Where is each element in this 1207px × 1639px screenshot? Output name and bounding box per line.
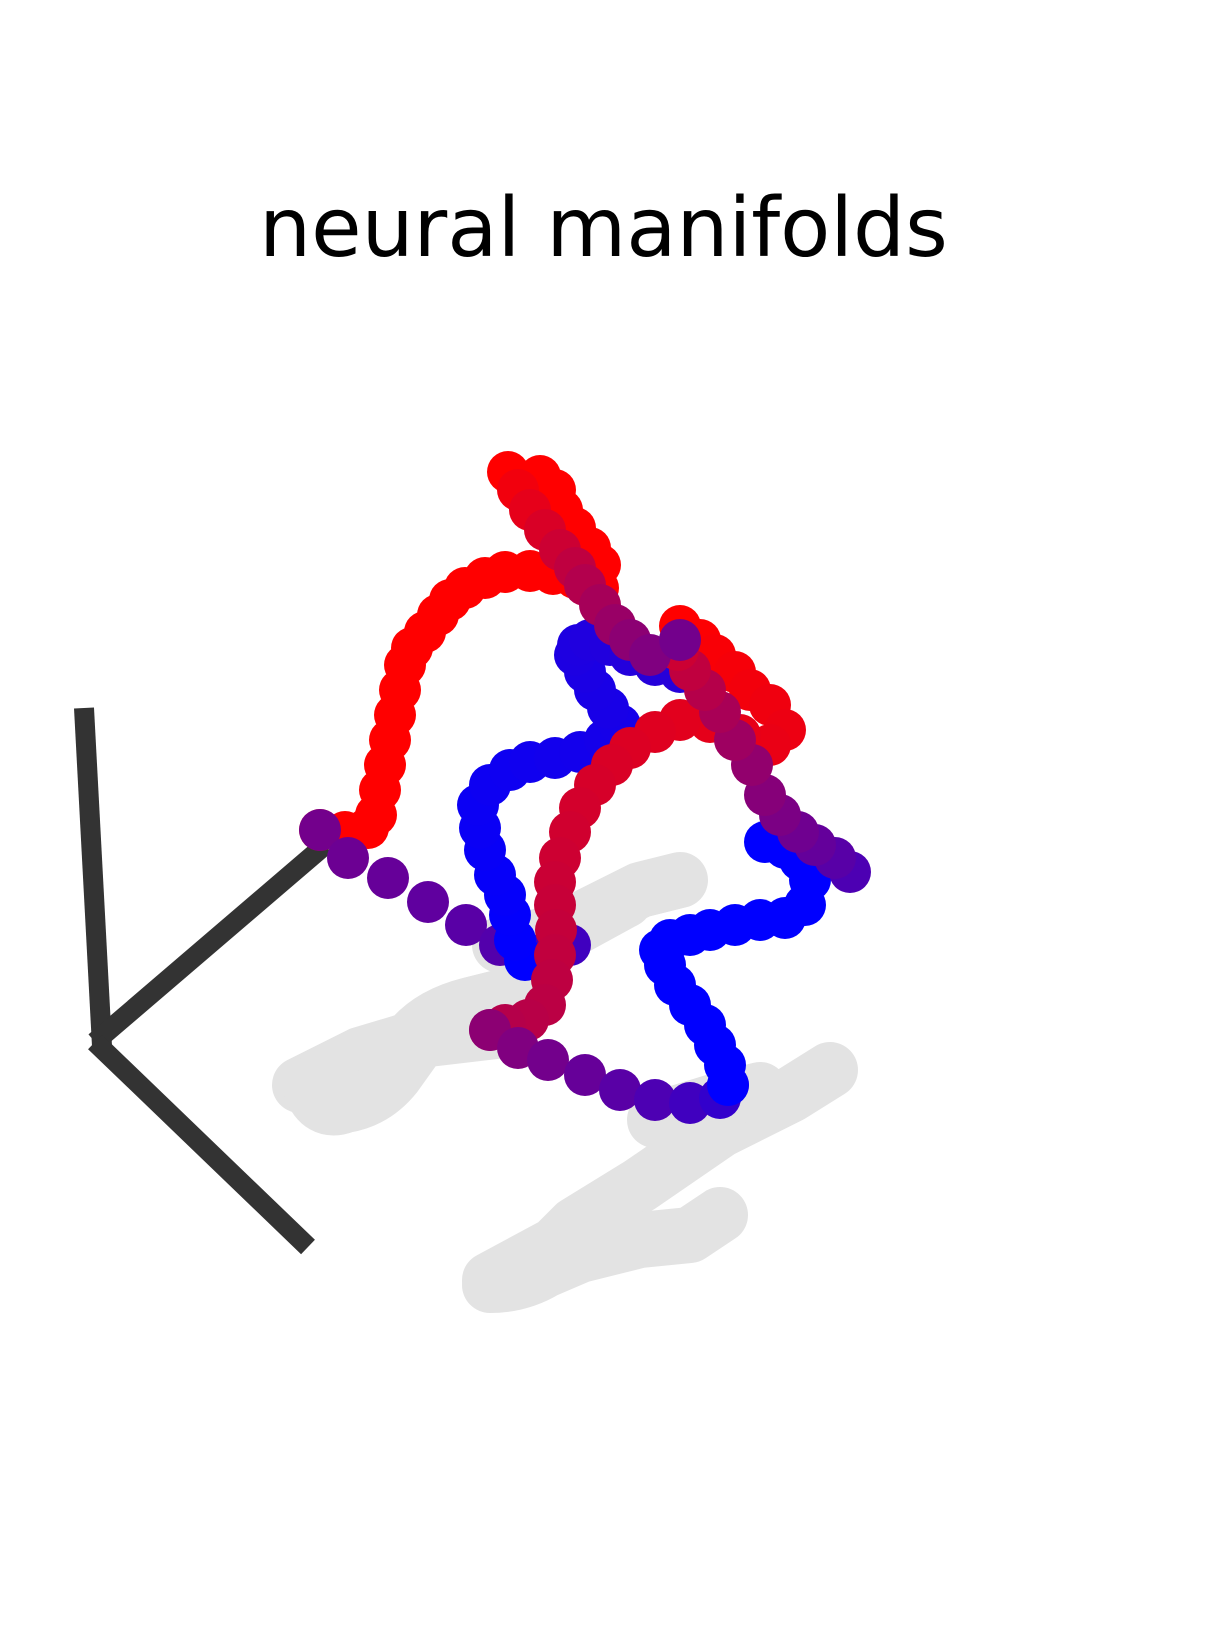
axis-diagonal-up: [88, 837, 332, 1050]
axes: [74, 707, 332, 1255]
shadow-stroke: [282, 1002, 533, 1136]
axis-diagonal-down: [88, 1034, 315, 1255]
shadow-stroke: [462, 1187, 748, 1313]
trajectory-dot: [327, 837, 369, 879]
trajectory-dot: [527, 1039, 569, 1081]
trajectory-dot: [407, 881, 449, 923]
trajectory-dot: [445, 904, 487, 946]
trajectory: [299, 451, 871, 1124]
page-title: neural manifolds: [259, 181, 948, 276]
trajectory-dot: [659, 619, 701, 661]
trajectory-dot: [299, 809, 341, 851]
trajectory-dot: [599, 1069, 641, 1111]
axis-vertical: [74, 707, 112, 1047]
trajectory-dot: [634, 1079, 676, 1121]
trajectory-dot: [564, 1054, 606, 1096]
trajectory-dot: [367, 857, 409, 899]
